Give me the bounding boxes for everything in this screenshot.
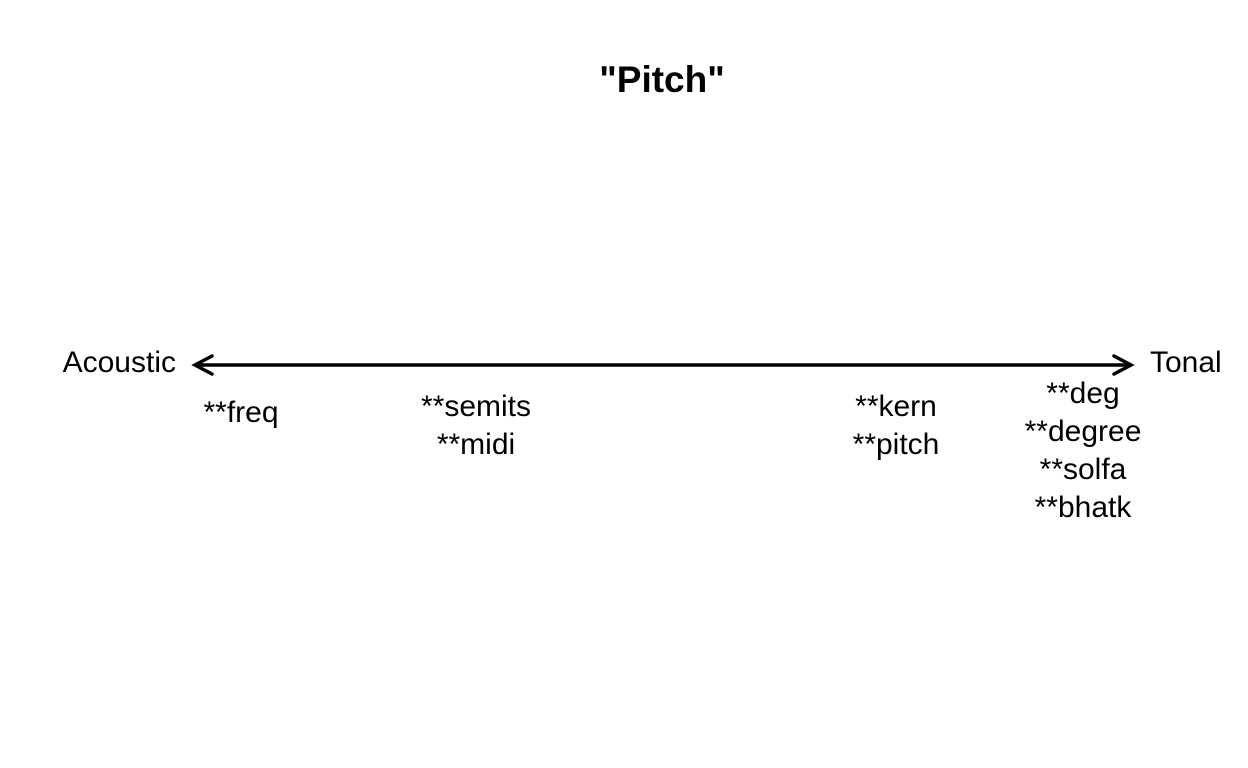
diagram-title: "Pitch"	[599, 59, 725, 100]
representation-label: **bhatk	[1035, 491, 1133, 524]
representation-label: **semits	[421, 390, 531, 423]
representation-label: **midi	[437, 428, 515, 461]
representation-label: **freq	[203, 396, 278, 429]
axis-label-acoustic: Acoustic	[63, 346, 176, 379]
representation-label: **deg	[1046, 377, 1119, 410]
representation-label: **pitch	[853, 428, 940, 461]
axis-label-tonal: Tonal	[1150, 346, 1222, 379]
representation-group-tonal: **deg **degree **solfa **bhatk	[1025, 377, 1142, 524]
left-arrowhead-icon	[191, 354, 214, 376]
representation-group-kern-pitch: **kern **pitch	[853, 390, 940, 461]
spectrum-axis	[191, 354, 1135, 376]
representation-label: **degree	[1025, 415, 1142, 448]
representation-group-semits-midi: **semits **midi	[421, 390, 531, 461]
representation-label: **kern	[855, 390, 937, 423]
representation-group-freq: **freq	[203, 396, 278, 429]
right-arrowhead-icon	[1112, 354, 1135, 376]
representation-label: **solfa	[1040, 453, 1127, 486]
